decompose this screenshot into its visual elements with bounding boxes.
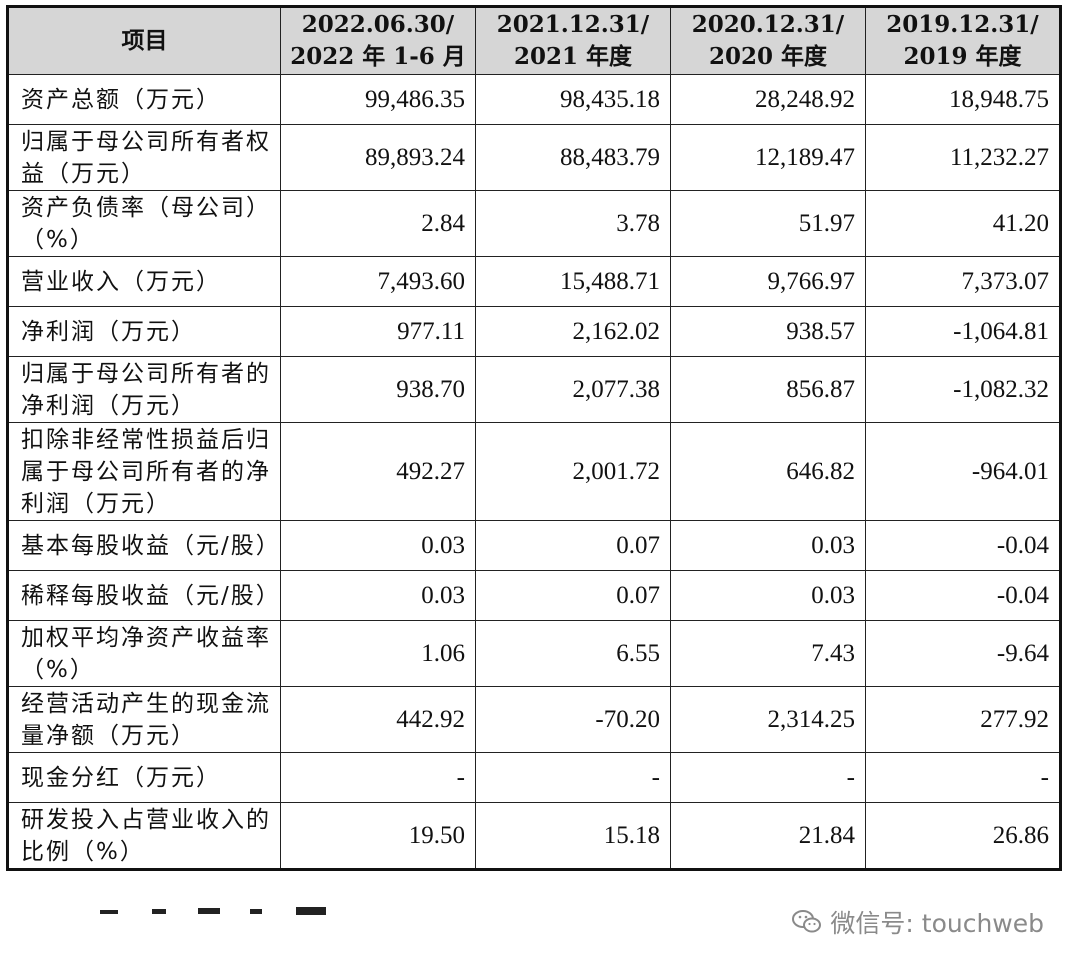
cell-value: 26.86 xyxy=(865,802,1061,870)
row-label: 净利润（万元） xyxy=(7,306,281,357)
cell-value: -1,082.32 xyxy=(865,356,1061,423)
cell-value: 88,483.79 xyxy=(475,124,671,191)
cell-value: 6.55 xyxy=(475,620,671,687)
cell-value: 856.87 xyxy=(670,356,866,423)
wechat-watermark: 微信号: touchweb xyxy=(792,904,1044,940)
table-row: 资产负债率（母公司）（%） 2.84 3.78 51.97 41.20 xyxy=(7,190,1061,257)
table-row: 研发投入占营业收入的比例（%） 19.50 15.18 21.84 26.86 xyxy=(7,802,1061,870)
table-row: 扣除非经常性损益后归属于母公司所有者的净利润（万元） 492.27 2,001.… xyxy=(7,422,1061,521)
header-period-2019: 2019.12.31/2019 年度 xyxy=(865,6,1061,75)
cell-value: 0.07 xyxy=(475,520,671,571)
financial-summary-table: 项目 2022.06.30/2022 年 1-6 月 2021.12.31/20… xyxy=(6,5,1062,871)
row-label: 资产总额（万元） xyxy=(7,74,281,125)
wechat-icon xyxy=(792,910,822,933)
row-label: 资产负债率（母公司）（%） xyxy=(7,190,281,257)
header-period-2020: 2020.12.31/2020 年度 xyxy=(670,6,866,75)
header-row: 项目 2022.06.30/2022 年 1-6 月 2021.12.31/20… xyxy=(7,6,1061,75)
cell-value: 7,493.60 xyxy=(280,256,476,307)
table-row: 现金分红（万元） - - - - xyxy=(7,752,1061,803)
row-label: 稀释每股收益（元/股） xyxy=(7,570,281,621)
cell-value: 2,314.25 xyxy=(670,686,866,753)
cell-value: 2,077.38 xyxy=(475,356,671,423)
cell-value: - xyxy=(865,752,1061,803)
cell-value: 2,001.72 xyxy=(475,422,671,521)
table-row: 经营活动产生的现金流量净额（万元） 442.92 -70.20 2,314.25… xyxy=(7,686,1061,753)
cell-value: - xyxy=(670,752,866,803)
cell-value: -0.04 xyxy=(865,520,1061,571)
cell-value: -0.04 xyxy=(865,570,1061,621)
table-row: 营业收入（万元） 7,493.60 15,488.71 9,766.97 7,3… xyxy=(7,256,1061,307)
header-period-2022h1: 2022.06.30/2022 年 1-6 月 xyxy=(280,6,476,75)
row-label: 归属于母公司所有者权益（万元） xyxy=(7,124,281,191)
row-label: 基本每股收益（元/股） xyxy=(7,520,281,571)
cell-value: 15,488.71 xyxy=(475,256,671,307)
cell-value: 1.06 xyxy=(280,620,476,687)
cell-value: -70.20 xyxy=(475,686,671,753)
cell-value: 277.92 xyxy=(865,686,1061,753)
table-row: 净利润（万元） 977.11 2,162.02 938.57 -1,064.81 xyxy=(7,306,1061,357)
cell-value: 0.03 xyxy=(670,570,866,621)
header-period-2021: 2021.12.31/2021 年度 xyxy=(475,6,671,75)
row-label: 归属于母公司所有者的净利润（万元） xyxy=(7,356,281,423)
cell-value: - xyxy=(280,752,476,803)
cell-value: 18,948.75 xyxy=(865,74,1061,125)
cell-value: 21.84 xyxy=(670,802,866,870)
cell-value: 15.18 xyxy=(475,802,671,870)
cell-value: 98,435.18 xyxy=(475,74,671,125)
financial-table-container: 项目 2022.06.30/2022 年 1-6 月 2021.12.31/20… xyxy=(6,5,1062,871)
cell-value: 99,486.35 xyxy=(280,74,476,125)
cell-value: 51.97 xyxy=(670,190,866,257)
cell-value: 938.57 xyxy=(670,306,866,357)
cell-value: 28,248.92 xyxy=(670,74,866,125)
cell-value: 9,766.97 xyxy=(670,256,866,307)
cell-value: 41.20 xyxy=(865,190,1061,257)
cell-value: -9.64 xyxy=(865,620,1061,687)
cell-value: 0.03 xyxy=(280,520,476,571)
cell-value: 2.84 xyxy=(280,190,476,257)
cell-value: 7,373.07 xyxy=(865,256,1061,307)
cell-value: 89,893.24 xyxy=(280,124,476,191)
cell-value: 11,232.27 xyxy=(865,124,1061,191)
cell-value: 0.03 xyxy=(670,520,866,571)
row-label: 现金分红（万元） xyxy=(7,752,281,803)
cell-value: 938.70 xyxy=(280,356,476,423)
cell-value: 492.27 xyxy=(280,422,476,521)
cell-value: - xyxy=(475,752,671,803)
row-label: 加权平均净资产收益率（%） xyxy=(7,620,281,687)
row-label: 经营活动产生的现金流量净额（万元） xyxy=(7,686,281,753)
cell-value: 0.07 xyxy=(475,570,671,621)
cell-value: 977.11 xyxy=(280,306,476,357)
cell-value: 7.43 xyxy=(670,620,866,687)
cell-value: 646.82 xyxy=(670,422,866,521)
cell-value: 12,189.47 xyxy=(670,124,866,191)
cell-value: 442.92 xyxy=(280,686,476,753)
table-row: 归属于母公司所有者的净利润（万元） 938.70 2,077.38 856.87… xyxy=(7,356,1061,423)
row-label: 研发投入占营业收入的比例（%） xyxy=(7,802,281,870)
table-row: 加权平均净资产收益率（%） 1.06 6.55 7.43 -9.64 xyxy=(7,620,1061,687)
watermark-text: 微信号: touchweb xyxy=(830,909,1044,938)
header-item: 项目 xyxy=(7,6,281,75)
cell-value: 3.78 xyxy=(475,190,671,257)
row-label: 营业收入（万元） xyxy=(7,256,281,307)
cell-value: -1,064.81 xyxy=(865,306,1061,357)
cropped-text-fragment xyxy=(100,907,326,915)
cell-value: 2,162.02 xyxy=(475,306,671,357)
cell-value: 0.03 xyxy=(280,570,476,621)
cell-value: 19.50 xyxy=(280,802,476,870)
table-row: 资产总额（万元） 99,486.35 98,435.18 28,248.92 1… xyxy=(7,74,1061,125)
table-row: 基本每股收益（元/股） 0.03 0.07 0.03 -0.04 xyxy=(7,520,1061,571)
row-label: 扣除非经常性损益后归属于母公司所有者的净利润（万元） xyxy=(7,422,281,521)
cell-value: -964.01 xyxy=(865,422,1061,521)
table-row: 归属于母公司所有者权益（万元） 89,893.24 88,483.79 12,1… xyxy=(7,124,1061,191)
table-row: 稀释每股收益（元/股） 0.03 0.07 0.03 -0.04 xyxy=(7,570,1061,621)
